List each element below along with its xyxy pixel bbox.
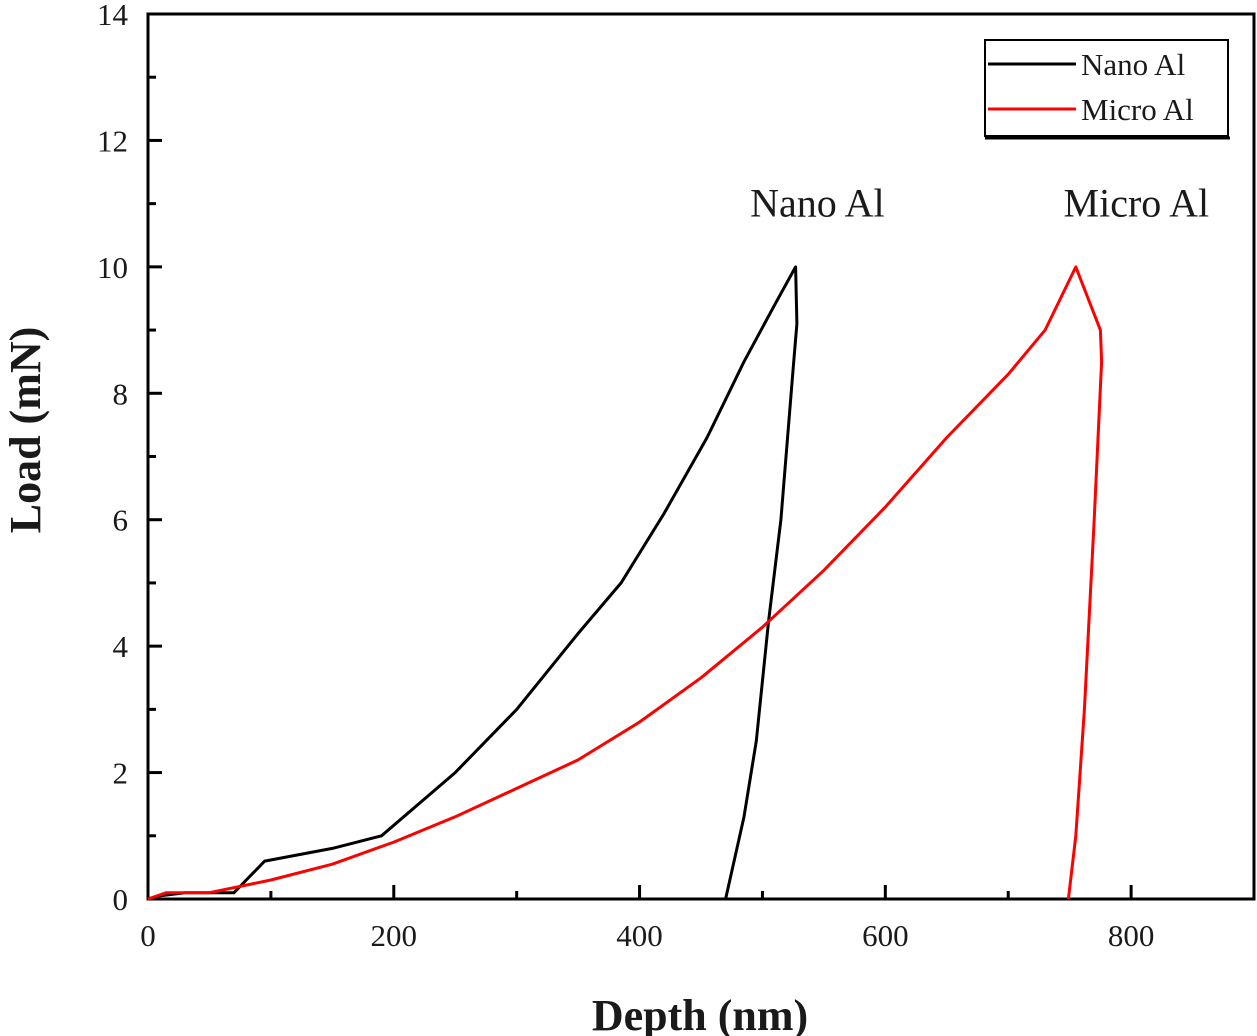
series-layer xyxy=(147,265,1104,901)
x-tick-label: 600 xyxy=(862,918,909,953)
x-tick-label: 400 xyxy=(616,918,663,953)
legend: Nano Al Micro Al xyxy=(984,39,1230,140)
y-tick-label: 14 xyxy=(97,0,129,32)
x-tick-label: 200 xyxy=(371,918,418,953)
legend-box xyxy=(984,39,1229,137)
annotation-label: Micro Al xyxy=(1064,180,1210,225)
axes: 0 200 400 600 800 0 2 4 6 8 10 12 14 xyxy=(97,0,1256,953)
legend-label: Nano Al xyxy=(1081,47,1185,82)
y-tick-label: 8 xyxy=(113,376,129,411)
series-line-micro-al xyxy=(147,265,1104,901)
y-tick-label: 0 xyxy=(113,882,129,917)
y-tick-label: 10 xyxy=(97,250,128,285)
series-line-nano-al xyxy=(147,265,799,901)
y-tick-label: 12 xyxy=(97,123,128,158)
x-tick-label: 0 xyxy=(140,918,156,953)
plot-frame xyxy=(146,12,1256,901)
annotations: Nano Al Micro Al xyxy=(750,180,1209,225)
legend-label: Micro Al xyxy=(1081,92,1194,127)
annotation-label: Nano Al xyxy=(750,180,884,225)
y-axis-title: Load (mN) xyxy=(1,327,50,534)
y-tick-label: 6 xyxy=(113,503,129,538)
x-tick-label: 800 xyxy=(1108,918,1155,953)
x-axis-title: Depth (nm) xyxy=(592,991,808,1036)
y-tick-label: 2 xyxy=(113,756,129,791)
y-tick-label: 4 xyxy=(113,629,129,664)
